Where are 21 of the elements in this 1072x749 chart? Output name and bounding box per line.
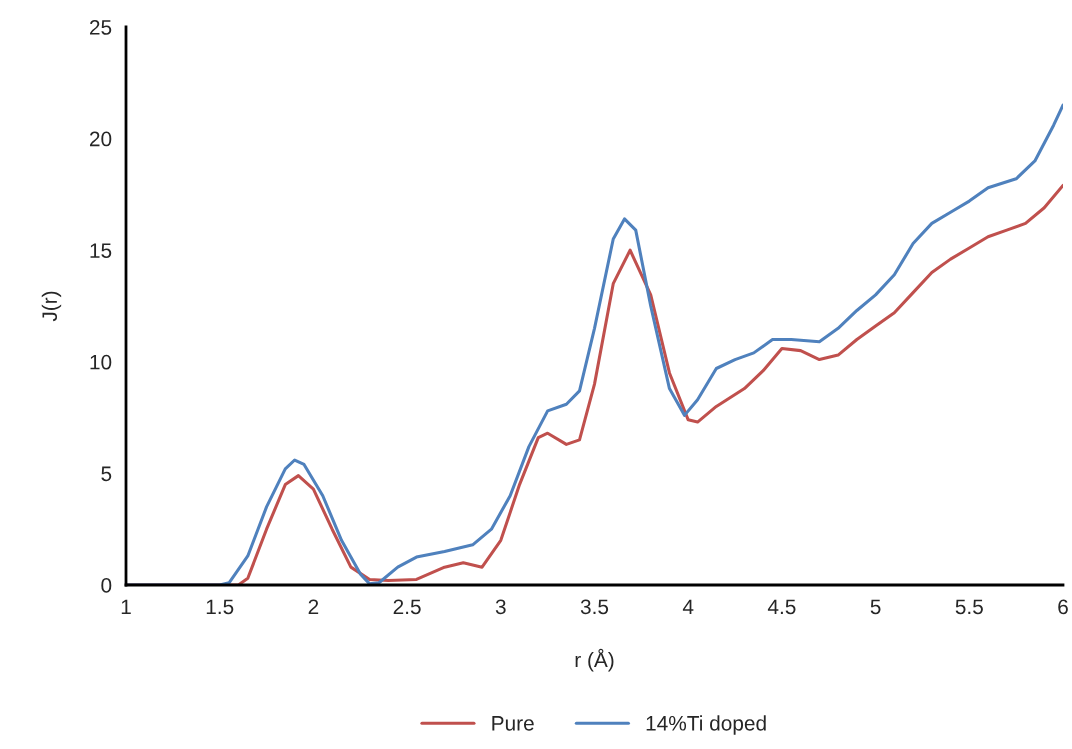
x-tick-label: 4 xyxy=(682,599,694,614)
x-tick-label: 3 xyxy=(495,599,506,615)
legend-label: Pure xyxy=(492,716,534,731)
x-tick-label: 2 xyxy=(308,599,319,614)
x-axis-title: r (Å) xyxy=(575,648,614,672)
y-tick-label: 0 xyxy=(101,578,112,593)
y-tick-label: 20 xyxy=(89,131,112,147)
x-tick-label: 3.5 xyxy=(580,599,609,615)
x-tick-label: 5 xyxy=(870,599,881,615)
x-tick-label: 1 xyxy=(121,599,131,614)
x-tick-label: 6 xyxy=(1058,599,1068,615)
y-tick-label: 25 xyxy=(89,20,112,35)
y-tick-label: 15 xyxy=(90,243,112,258)
x-tick-label: 2.5 xyxy=(393,599,421,615)
y-tick-label: 5 xyxy=(101,466,112,482)
y-axis-title: J(r) xyxy=(41,291,62,322)
legend-label: 14%Ti doped xyxy=(646,715,766,735)
x-tick-label: 4.5 xyxy=(767,599,796,615)
y-tick-label: 10 xyxy=(90,354,112,370)
x-tick-label: 5.5 xyxy=(955,599,983,615)
x-tick-label: 1.5 xyxy=(206,599,234,615)
